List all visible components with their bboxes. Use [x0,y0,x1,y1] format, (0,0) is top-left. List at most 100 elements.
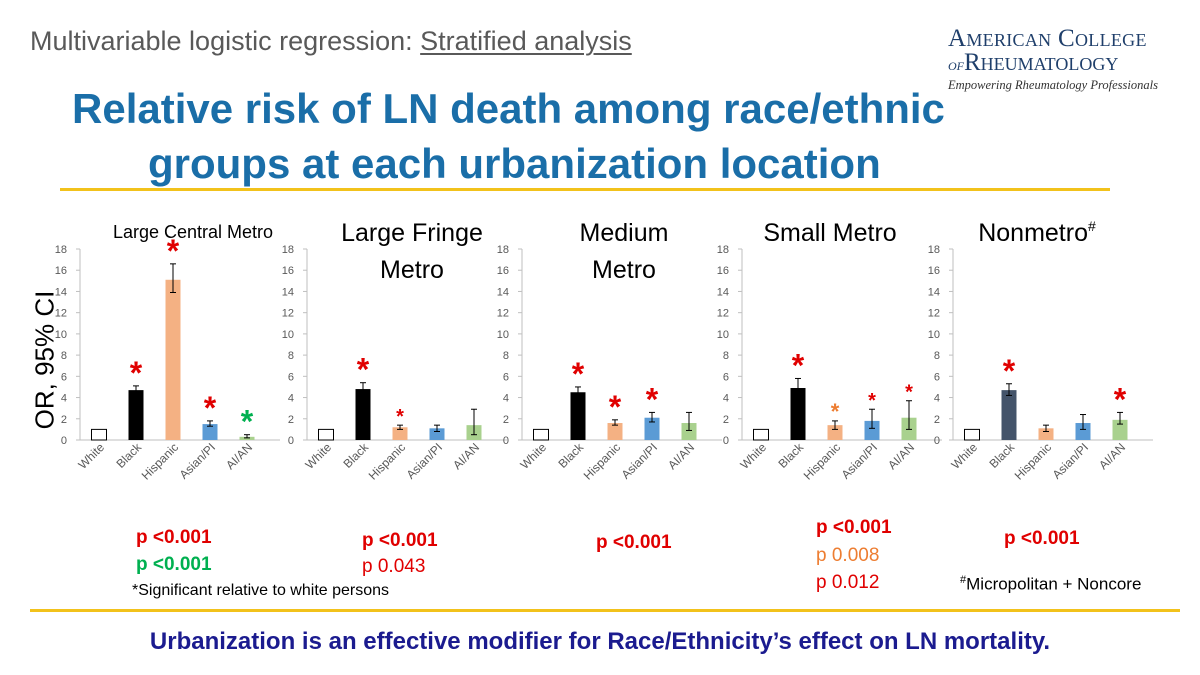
x-tick-label-large-fringe: Black [340,440,371,471]
y-tick-label-large-fringe: 6 [288,371,294,383]
y-tick-label-medium: 0 [503,435,509,447]
x-tick-label-medium: AI/AN [665,440,697,472]
x-tick-label-large-fringe: White [303,440,335,472]
bar-medium-asian-pi [644,417,660,440]
x-tick-label-large-central: AI/AN [223,440,255,472]
y-tick-label-nonmetro: 18 [928,244,940,256]
y-tick-label-large-central: 12 [55,308,67,320]
bar-medium-black [570,392,586,440]
y-tick-label-large-central: 10 [55,329,67,341]
y-tick-label-small: 10 [717,329,729,341]
bar-large-central-black [128,390,144,440]
y-tick-label-nonmetro: 8 [934,350,940,362]
significance-asterisk-nonmetro: * [1003,353,1016,389]
y-tick-label-medium: 14 [497,286,509,298]
chart-title-large-central: Large Central Metro [113,222,273,242]
x-tick-label-nonmetro: White [949,440,981,472]
y-tick-label-large-fringe: 10 [282,329,294,341]
significance-asterisk-small: * [868,390,876,412]
significance-asterisk-large-central: * [130,355,143,391]
main-title-line2: groups at each urbanization location [148,140,881,187]
significance-footnote: *Significant relative to white persons [132,582,390,599]
conclusion-text: Urbanization is an effective modifier fo… [149,628,1051,655]
significance-asterisk-large-fringe: * [396,406,404,428]
title-divider [60,188,1110,191]
bar-nonmetro-asian-pi [1075,423,1091,440]
pvalue-small-red: p <0.001 [816,517,892,538]
x-tick-label-large-central: White [76,440,108,472]
slide-subtitle: Multivariable logistic regression: Strat… [30,26,632,56]
x-tick-label-small: Asian/PI [839,440,881,482]
significance-asterisk-small: * [905,382,913,404]
logo-tagline: Empowering Rheumatology Professionals [948,78,1158,92]
chart-title-large-fringe-line2: Metro [380,256,444,284]
bar-nonmetro-hispanic [1038,428,1054,440]
significance-asterisk-nonmetro: * [1114,381,1127,417]
y-tick-label-large-fringe: 2 [288,414,294,426]
bar-small-asian-pi [864,420,880,440]
y-tick-label-medium: 16 [497,265,509,277]
y-tick-label-large-fringe: 14 [282,286,294,298]
pvalue-large-central-green: p <0.001 [136,554,212,575]
bar-large-central-hispanic [165,279,181,440]
y-tick-label-large-fringe: 8 [288,350,294,362]
bar-large-central-asian-pi [202,424,218,440]
bar-large-fringe-black [355,389,371,440]
significance-asterisk-medium: * [572,356,585,392]
footer-divider [30,609,1180,612]
significance-asterisk-large-central: * [167,233,180,269]
main-title-line1: Relative risk of LN death among race/eth… [72,85,945,132]
y-tick-label-medium: 10 [497,329,509,341]
y-tick-label-small: 16 [717,265,729,277]
y-tick-label-small: 14 [717,286,729,298]
x-tick-label-small: AI/AN [885,440,917,472]
x-tick-label-medium: White [518,440,550,472]
x-tick-label-nonmetro: Hispanic [1012,440,1054,482]
x-tick-label-nonmetro: Black [986,440,1017,471]
y-tick-label-large-fringe: 16 [282,265,294,277]
y-tick-label-nonmetro: 16 [928,265,940,277]
y-tick-label-small: 4 [723,393,729,405]
logo-line1: American College [948,25,1147,52]
y-tick-label-nonmetro: 10 [928,329,940,341]
significance-asterisk-large-central: * [204,390,217,426]
y-tick-label-small: 12 [717,308,729,320]
y-tick-label-nonmetro: 12 [928,308,940,320]
pvalue-small-normal: p 0.012 [816,572,880,593]
y-tick-label-nonmetro: 4 [934,393,940,405]
y-tick-label-nonmetro: 6 [934,371,940,383]
y-tick-label-nonmetro: 0 [934,435,940,447]
y-tick-label-small: 6 [723,371,729,383]
x-tick-label-large-fringe: Hispanic [366,440,408,482]
significance-asterisk-small: * [792,347,805,383]
significance-asterisk-large-fringe: * [357,352,370,388]
pvalue-small-orange: p 0.008 [816,545,880,566]
x-tick-label-medium: Hispanic [581,440,623,482]
y-tick-label-large-fringe: 4 [288,393,294,405]
y-tick-label-small: 0 [723,435,729,447]
bar-large-fringe-white [318,428,334,441]
pvalue-large-fringe-red: p <0.001 [362,530,438,551]
y-tick-label-medium: 2 [503,414,509,426]
bar-small-white [753,428,769,441]
bar-medium-ai-an [681,423,697,440]
x-tick-label-large-central: Asian/PI [177,440,219,482]
y-tick-label-nonmetro: 14 [928,286,940,298]
x-tick-label-large-central: Hispanic [139,440,181,482]
y-tick-label-small: 8 [723,350,729,362]
acr-logo: American College ofRheumatology Empoweri… [948,26,1178,93]
y-tick-label-medium: 12 [497,308,509,320]
significance-asterisk-large-central: * [241,404,254,440]
bar-small-black [790,388,806,440]
bar-large-fringe-hispanic [392,427,408,440]
chart-title-small: Small Metro [763,219,896,247]
x-tick-label-large-fringe: Asian/PI [404,440,446,482]
y-tick-label-large-central: 14 [55,286,67,298]
pvalue-large-fringe-normal: p 0.043 [362,556,426,577]
bar-medium-hispanic [607,423,623,440]
bar-nonmetro-white [964,428,980,441]
x-tick-label-medium: Asian/PI [619,440,661,482]
chart-title-nonmetro: Nonmetro# [978,218,1096,247]
logo-line2: ofRheumatology [948,49,1119,76]
